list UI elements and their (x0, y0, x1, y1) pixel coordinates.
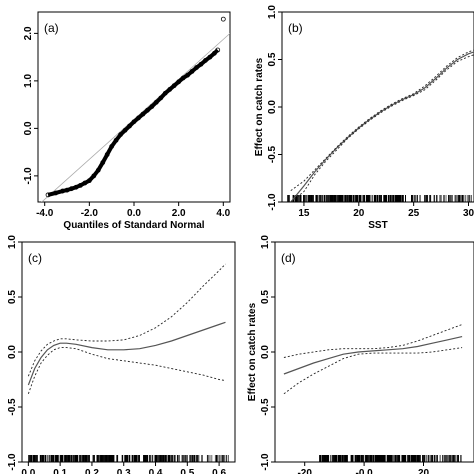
panel-a-ytick-label: 1.0 (23, 73, 34, 87)
panel-a-xtick-label: -2.0 (81, 208, 99, 219)
panel-d-ytick-label: 0.5 (260, 290, 271, 304)
panel-d-ytick-label: -1.0 (260, 453, 271, 471)
panel-c-rug (28, 455, 229, 462)
panel-d-rug (319, 455, 462, 462)
panel-a-points (45, 16, 226, 198)
panel-d-xtick-label: 20 (418, 468, 430, 474)
panel-d-series-fit-line (283, 336, 463, 375)
panel-a-data (41, 16, 230, 202)
panel-d-ytick-label: 0.0 (260, 345, 271, 359)
panel-d-frame (274, 241, 474, 463)
panel-a-ytick-label: 2.0 (23, 26, 34, 40)
panel-c-frame (21, 241, 236, 463)
panel-a-xtick-label: 2.0 (172, 208, 186, 219)
panel-c-xtick-label: 0.6 (212, 468, 226, 474)
panel-c-ytick-label: 0.0 (7, 345, 18, 359)
panel-a-point (220, 16, 226, 22)
panel-c-label: (c) (28, 251, 42, 265)
panel-b-xtick-label: 20 (353, 208, 365, 219)
panel-d-series-ci-line (283, 347, 463, 395)
panel-b-data (287, 49, 474, 202)
panel-b-ytick-label: -0.5 (267, 145, 278, 163)
panel-d: (d)-20-0.020-1.0-0.50.00.51.0SSHAEffect … (247, 235, 474, 474)
panel-d-ylabel: Effect on catch rates (247, 302, 258, 401)
panel-b-xtick-label: 30 (463, 208, 474, 219)
panel-c-series-fit-line (27, 321, 226, 386)
panel-b-series-ci-line (290, 54, 474, 202)
panel-b-ytick-label: -1.0 (267, 193, 278, 211)
panel-a-xlabel: Quantiles of Standard Normal (63, 220, 204, 231)
panel-a-point-band (47, 48, 220, 197)
panel-c-data (27, 263, 229, 462)
panel-b-ylabel: Effect on catch rates (254, 57, 265, 156)
panel-d-xtick-label: -20 (297, 468, 312, 474)
panel-c-xtick-label: 0.3 (117, 468, 131, 474)
panel-d-data (283, 324, 463, 462)
panel-b-ytick-label: 0.5 (267, 52, 278, 66)
panel-a-frame (37, 11, 231, 203)
panel-d-xtick-label: -0.0 (355, 468, 373, 474)
panel-a-xtick-label: -4.0 (36, 208, 54, 219)
panel-d-ytick-label: 1.0 (260, 235, 271, 249)
panel-a: (a)-4.0 -2.0 0.0 2.0 4.0-1.00.01.02.0Quantil… (23, 11, 231, 231)
panel-d-series-ci-line (283, 324, 463, 358)
panel-b-xtick-label: 25 (408, 208, 420, 219)
panel-b-frame (281, 11, 474, 203)
panel-c-ytick-label: -1.0 (7, 453, 18, 471)
panel-c-xtick-label: 0.0 (21, 468, 35, 474)
panel-c: (c) 0.0 0.1 0.2 0.3 0.4 0.5 0.6 -1.0 -0.5 0.0 0.5 1.… (7, 235, 236, 474)
panel-b-ytick-label: 0.0 (267, 100, 278, 114)
panel-d-label: (d) (281, 251, 296, 265)
panel-b-ytick-label: 1.0 (267, 5, 278, 19)
panel-c-ytick-label: 1.0 (7, 235, 18, 249)
panel-a-ytick-label: 0.0 (23, 121, 34, 135)
panel-a-xtick-label: 4.0 (216, 208, 230, 219)
panel-c-ytick-label: -0.5 (7, 398, 18, 416)
panel-c-xtick-label: 0.1 (53, 468, 67, 474)
panel-b-series-fit-line (290, 51, 474, 202)
panel-c-xtick-label: 0.4 (149, 468, 163, 474)
panel-b-label: (b) (288, 21, 303, 35)
panel-c-series-ci-line (27, 347, 226, 394)
panel-c-xtick-label: 0.5 (180, 468, 194, 474)
panel-c-series-ci-line (27, 263, 226, 377)
panel-a-label: (a) (44, 21, 59, 35)
panel-b: (b) 15 20 25 30 -1.0 -0.5 0.0 0.5 1.0 SST Effect on… (254, 5, 474, 231)
panel-b-xlabel: SST (368, 220, 387, 231)
panel-b-rug (287, 195, 472, 202)
panel-a-xtick-label: 0.0 (127, 208, 141, 219)
panel-a-ytick-label: -1.0 (23, 167, 34, 185)
panel-b-xtick-label: 15 (298, 208, 310, 219)
panel-b-series-ci-line (290, 49, 474, 191)
panel-d-ytick-label: -0.5 (260, 398, 271, 416)
panel-c-xtick-label: 0.2 (85, 468, 99, 474)
panel-c-ytick-label: 0.5 (7, 290, 18, 304)
